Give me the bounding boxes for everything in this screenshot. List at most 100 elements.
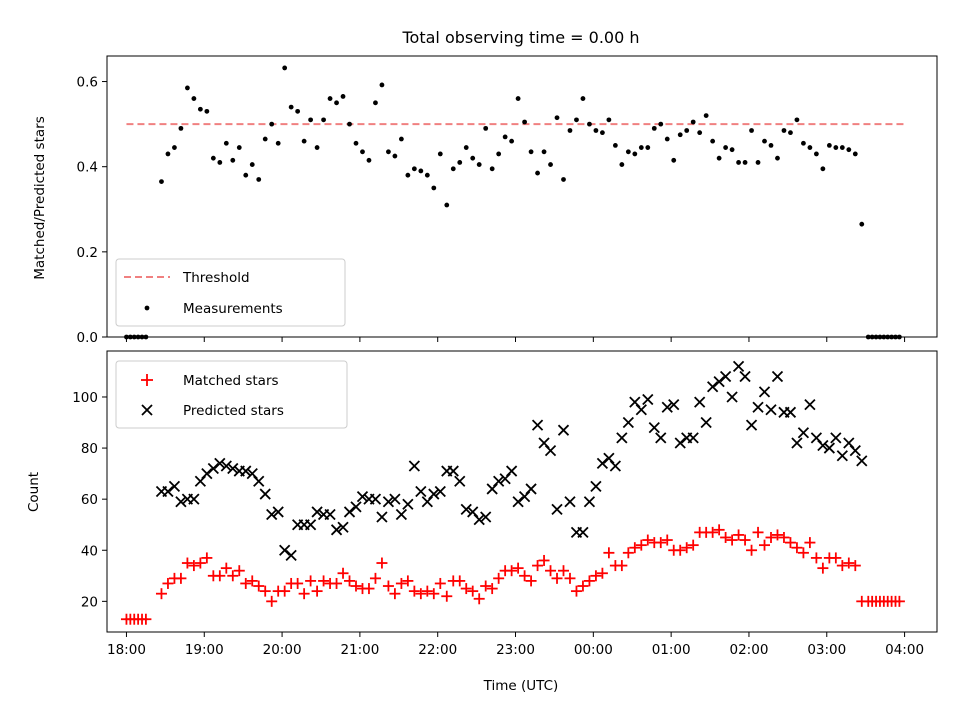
matched-star-point: [214, 570, 226, 582]
measurement-point: [223, 140, 229, 146]
matched-star-point: [545, 565, 557, 577]
predicted-star-point: [668, 399, 680, 411]
measurement-point: [833, 145, 839, 150]
predicted-star-point: [745, 419, 758, 431]
predicted-star-point: [642, 393, 654, 406]
x-tick-label: 01:00: [652, 642, 691, 658]
matched-star-point: [784, 537, 796, 549]
measurement-point: [612, 143, 618, 148]
predicted-star-point: [687, 432, 699, 444]
matched-star-point: [713, 524, 725, 536]
measurement-point: [749, 128, 754, 133]
predicted-star-point: [350, 501, 362, 513]
matched-star-point: [337, 567, 349, 579]
predicted-star-point: [402, 498, 414, 510]
measurement-point: [444, 202, 450, 208]
predicted-star-point: [188, 493, 200, 505]
measurement-point: [723, 145, 729, 150]
predicted-star-point: [493, 475, 505, 487]
matched-star-point: [707, 526, 719, 538]
predicted-star-point: [719, 370, 732, 383]
measurement-point: [826, 143, 832, 148]
matched-star-point: [551, 572, 563, 584]
matched-star-point: [460, 583, 472, 595]
measurement-point: [191, 96, 197, 101]
matched-star-point: [292, 577, 304, 589]
predicted-star-point: [447, 465, 459, 477]
matched-star-point: [259, 585, 271, 597]
matched-star-point: [298, 588, 310, 600]
measurement-point: [697, 130, 703, 136]
predicted-star-point: [512, 496, 524, 508]
measurement-point: [813, 151, 819, 157]
predicted-star-point: [389, 493, 401, 505]
measurement-point: [684, 128, 690, 133]
ratio-y-axis-label: Matched/Predicted stars: [32, 116, 48, 279]
measurement-point: [606, 117, 612, 123]
measurement-point: [509, 138, 515, 144]
predicted-star-point: [227, 462, 239, 475]
matched-star-point: [538, 554, 550, 566]
predicted-star-point: [259, 488, 271, 500]
matched-star-point: [583, 575, 595, 587]
matched-star-point: [635, 539, 647, 551]
x-tick-label: 04:00: [885, 642, 924, 658]
matched-star-point: [512, 562, 524, 574]
matched-star-point: [227, 570, 239, 582]
predicted-star-point: [408, 460, 420, 472]
matched-star-point: [220, 562, 232, 574]
matched-star-point: [681, 542, 693, 554]
matched-star-point: [253, 580, 265, 592]
measurement-point: [658, 121, 664, 127]
matched-star-point: [408, 585, 420, 597]
x-tick-label: 00:00: [574, 642, 613, 658]
predicted-star-point: [694, 396, 706, 408]
predicted-star-point: [480, 511, 492, 523]
predicted-star-point: [337, 521, 349, 533]
measurement-point: [820, 166, 826, 172]
y-tick-label: 60: [81, 492, 98, 508]
matched-star-point: [454, 575, 466, 587]
matched-star-point: [389, 588, 401, 600]
matched-star-point: [558, 565, 569, 577]
matched-star-point: [441, 590, 453, 602]
measurement-point: [515, 96, 521, 101]
matched-star-point: [849, 560, 861, 572]
measurement-point: [301, 138, 307, 144]
x-tick-label: 21:00: [340, 642, 379, 658]
matched-star-point: [759, 539, 771, 551]
measurement-point: [625, 149, 631, 155]
matched-star-point: [473, 593, 485, 605]
measurement-point: [593, 128, 599, 133]
predicted-star-point: [758, 386, 771, 398]
measurement-point: [165, 151, 171, 157]
predicted-star-point: [713, 376, 725, 388]
measurement-point: [437, 151, 443, 157]
predicted-star-point: [726, 391, 738, 403]
measurement-point: [489, 166, 495, 172]
matched-star-point: [246, 575, 258, 587]
predicted-star-point: [830, 432, 842, 444]
count-y-axis-label: Count: [26, 472, 42, 512]
matched-star-point: [376, 557, 388, 569]
matched-star-point: [395, 577, 407, 589]
measurement-point: [846, 147, 852, 153]
measurement-point: [528, 149, 534, 155]
matched-star-point: [642, 534, 654, 546]
measurement-point: [275, 140, 281, 146]
measurements-legend-label: Measurements: [183, 301, 283, 317]
matched-star-point: [577, 580, 589, 592]
predicted-star-point: [285, 549, 297, 562]
predicted-star-point: [849, 444, 861, 457]
y-tick-label: 0.4: [77, 160, 98, 176]
measurement-point: [638, 145, 644, 150]
measurement-point: [340, 94, 346, 99]
matched-star-point: [655, 537, 667, 549]
plot-frame: [106, 55, 938, 338]
predicted-star-point: [648, 421, 660, 434]
measurement-point: [243, 172, 249, 178]
measurement-point: [522, 119, 527, 125]
matched-star-point: [434, 577, 446, 589]
predicted-star-point: [162, 485, 174, 498]
